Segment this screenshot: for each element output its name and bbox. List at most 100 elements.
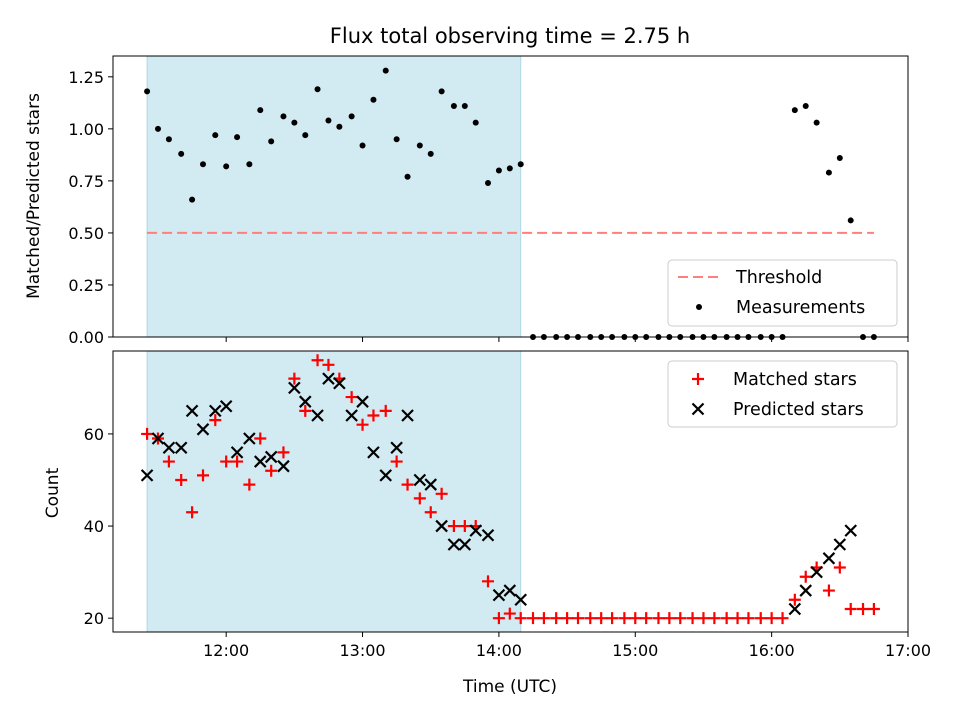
- matched-star-point: [537, 612, 550, 625]
- matched-star-point: [186, 506, 199, 519]
- y-tick-label: 40: [84, 517, 104, 536]
- legend-predicted-label: Predicted stars: [733, 400, 864, 420]
- predicted-star-point: [298, 395, 312, 408]
- predicted-star-point: [390, 441, 403, 455]
- matched-star-point: [708, 612, 721, 625]
- predicted-star-point: [219, 400, 233, 413]
- measurement-point: [450, 102, 457, 109]
- matched-star-point: [663, 612, 676, 625]
- matched-star-point: [844, 602, 857, 615]
- matched-star-point: [503, 607, 516, 620]
- predicted-star-point: [469, 524, 483, 537]
- matched-star-point: [720, 612, 733, 625]
- matched-star-point: [265, 464, 278, 477]
- predicted-star-point: [185, 404, 199, 418]
- measurement-point: [291, 119, 298, 126]
- x-tick-label: 14:00: [476, 641, 522, 660]
- measurement-point: [234, 134, 241, 141]
- matched-star-point: [162, 455, 175, 468]
- legend-box: [667, 259, 898, 327]
- predicted-star-point: [174, 441, 188, 455]
- predicted-star-point: [264, 450, 278, 464]
- matched-star-point: [867, 602, 880, 615]
- x-tick-label: 12:00: [203, 641, 249, 660]
- measurement-point: [359, 142, 366, 149]
- matched-star-point: [390, 455, 403, 468]
- predicted-star-point: [514, 593, 528, 607]
- x-tick-label: 17:00: [885, 641, 931, 660]
- matched-star-point: [754, 612, 767, 625]
- y-tick-label: 20: [84, 609, 104, 628]
- y-tick-label: 1.25: [68, 68, 104, 87]
- legend-measurement-label: Measurements: [736, 298, 865, 318]
- predicted-star-point: [810, 565, 823, 579]
- matched-star-point: [742, 612, 755, 625]
- matched-star-point: [209, 414, 222, 427]
- y-tick-label: 0.50: [68, 224, 104, 243]
- matched-star-point: [731, 612, 744, 625]
- top-panel: 0.00 0.25 0.50 0.75 1.00 1.25 Threshold Measure…: [68, 55, 909, 347]
- measurement-point: [517, 161, 524, 168]
- measurement-point: [506, 165, 513, 172]
- bottom-y-axis-label: Count: [43, 467, 63, 518]
- measurement-point: [404, 173, 411, 180]
- predicted-star-point: [503, 584, 517, 597]
- matched-star-point: [686, 612, 699, 625]
- predicted-star-point: [356, 395, 369, 408]
- predicted-star-point: [424, 478, 438, 491]
- measurement-point: [268, 138, 275, 145]
- predicted-star-point: [822, 552, 836, 565]
- predicted-star-point: [196, 423, 210, 436]
- legend-predicted-swatch: [691, 402, 705, 416]
- matched-star-point: [220, 455, 233, 468]
- matched-star-point: [822, 584, 835, 597]
- measurement-point: [246, 161, 253, 168]
- matched-star-point: [243, 478, 256, 491]
- legend-matched-swatch: [692, 373, 704, 385]
- bottom-legend: Matched stars Predicted stars: [667, 360, 898, 428]
- matched-star-point: [435, 487, 448, 500]
- matched-star-point: [776, 612, 789, 625]
- matched-star-point: [857, 602, 869, 615]
- matched-star-point: [141, 427, 154, 440]
- legend-box: [667, 360, 898, 428]
- measurement-point: [393, 136, 400, 143]
- matched-star-point: [833, 561, 846, 574]
- measurement-point: [302, 132, 309, 139]
- predicted-star-point: [243, 432, 256, 445]
- measurement-point: [155, 125, 161, 132]
- matched-star-point: [482, 575, 494, 588]
- measurement-point: [178, 150, 185, 157]
- matched-star-point: [401, 478, 414, 491]
- matched-star-point: [447, 520, 460, 533]
- measurement-point: [165, 136, 172, 143]
- predicted-star-point: [311, 409, 324, 422]
- measurement-point: [280, 113, 287, 120]
- matched-star-point: [175, 473, 188, 486]
- predicted-star-point: [401, 409, 414, 422]
- y-tick-label: 0.25: [68, 276, 104, 295]
- matched-star-point: [345, 391, 358, 404]
- measurement-point: [485, 179, 491, 186]
- observing-window-shade: [146, 350, 522, 633]
- predicted-star-point: [322, 372, 335, 385]
- measurement-point: [223, 163, 230, 170]
- predicted-star-point: [413, 473, 427, 487]
- chart-title: Flux total observing time = 2.75 h: [330, 24, 690, 48]
- top-y-axis-label: Matched/Predicted stars: [24, 93, 44, 299]
- matched-star-point: [572, 612, 584, 625]
- predicted-star-point: [447, 538, 461, 551]
- matched-star-point: [424, 506, 437, 519]
- measurement-point: [802, 102, 809, 109]
- matched-star-point: [254, 432, 267, 445]
- matched-star-point: [458, 520, 471, 533]
- measurement-point: [427, 150, 434, 157]
- predicted-star-point: [844, 524, 858, 537]
- measurement-point: [189, 196, 196, 203]
- measurement-point: [314, 86, 321, 93]
- legend-measurement-swatch: [696, 304, 702, 310]
- matched-star-point: [629, 612, 642, 625]
- plot-frame: [112, 55, 909, 338]
- predicted-star-point: [208, 404, 222, 418]
- measurement-point: [382, 67, 389, 74]
